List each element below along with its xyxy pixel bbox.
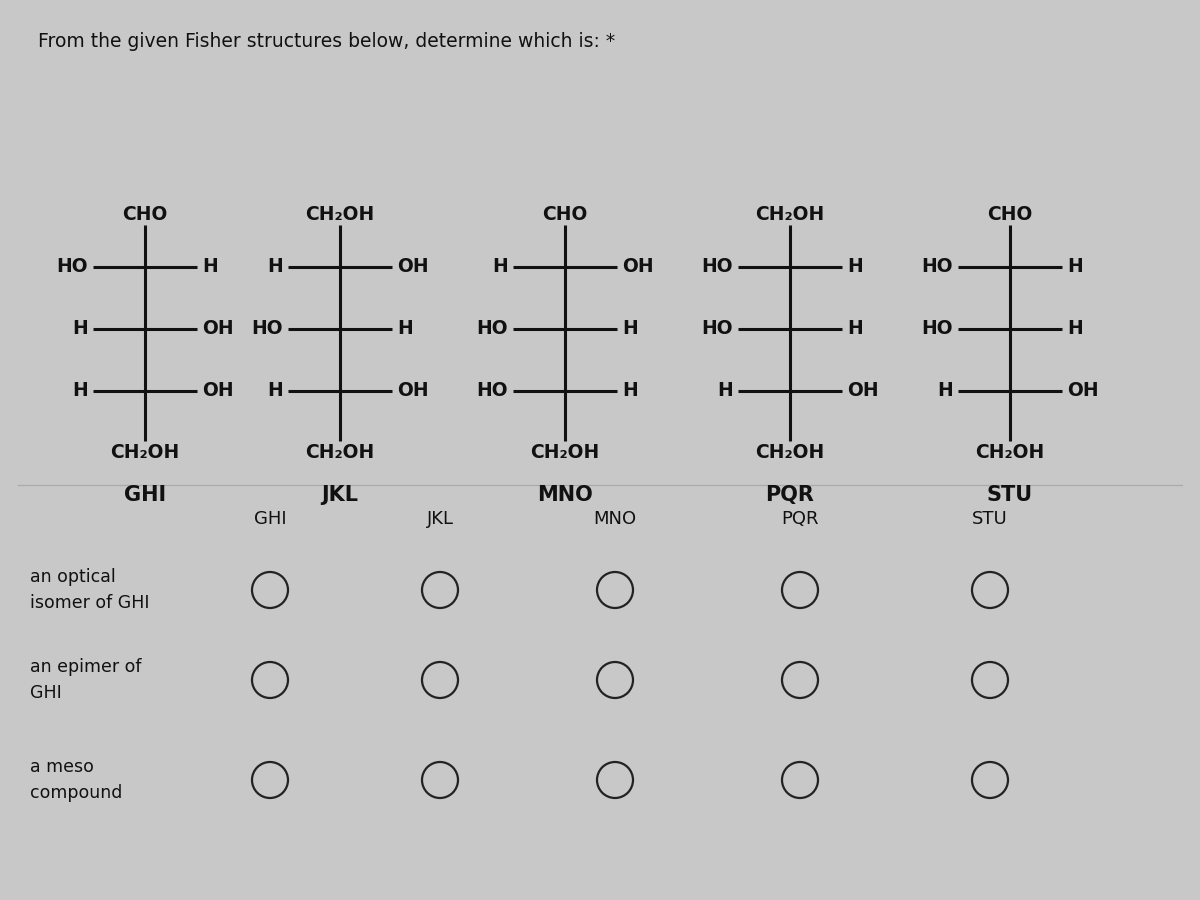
Text: CH₂OH: CH₂OH: [305, 205, 374, 224]
Text: From the given Fisher structures below, determine which is: *: From the given Fisher structures below, …: [38, 32, 616, 51]
Text: an epimer of
GHI: an epimer of GHI: [30, 659, 142, 701]
Text: H: H: [718, 382, 733, 400]
Text: OH: OH: [397, 382, 428, 400]
Text: HO: HO: [56, 257, 88, 276]
Text: H: H: [1067, 320, 1082, 338]
Text: HO: HO: [922, 320, 953, 338]
Text: OH: OH: [202, 320, 234, 338]
Text: PQR: PQR: [781, 510, 818, 528]
Text: H: H: [847, 320, 863, 338]
Text: MNO: MNO: [594, 510, 636, 528]
Text: H: H: [268, 382, 283, 400]
Text: CH₂OH: CH₂OH: [755, 205, 824, 224]
Text: HO: HO: [701, 257, 733, 276]
Text: CH₂OH: CH₂OH: [976, 443, 1045, 462]
Text: H: H: [72, 382, 88, 400]
Text: STU: STU: [986, 485, 1033, 505]
Text: GHI: GHI: [253, 510, 287, 528]
Text: H: H: [268, 257, 283, 276]
Text: OH: OH: [1067, 382, 1099, 400]
Text: an optical
isomer of GHI: an optical isomer of GHI: [30, 569, 150, 611]
Text: CHO: CHO: [122, 205, 168, 224]
Text: HO: HO: [701, 320, 733, 338]
Text: H: H: [492, 257, 508, 276]
Text: H: H: [397, 320, 413, 338]
Text: H: H: [937, 382, 953, 400]
Text: OH: OH: [847, 382, 878, 400]
Text: CH₂OH: CH₂OH: [530, 443, 600, 462]
Text: CH₂OH: CH₂OH: [305, 443, 374, 462]
Text: H: H: [202, 257, 217, 276]
Text: H: H: [622, 320, 637, 338]
Text: HO: HO: [476, 320, 508, 338]
Text: CH₂OH: CH₂OH: [755, 443, 824, 462]
Text: MNO: MNO: [538, 485, 593, 505]
Text: CHO: CHO: [988, 205, 1033, 224]
Text: STU: STU: [972, 510, 1008, 528]
Text: CHO: CHO: [542, 205, 588, 224]
Text: CH₂OH: CH₂OH: [110, 443, 180, 462]
Text: H: H: [622, 382, 637, 400]
Text: HO: HO: [476, 382, 508, 400]
Text: OH: OH: [397, 257, 428, 276]
Text: a meso
compound: a meso compound: [30, 759, 122, 802]
Text: OH: OH: [202, 382, 234, 400]
Text: H: H: [72, 320, 88, 338]
Text: JKL: JKL: [322, 485, 359, 505]
Text: HO: HO: [251, 320, 283, 338]
Text: GHI: GHI: [124, 485, 166, 505]
Text: PQR: PQR: [766, 485, 815, 505]
Text: OH: OH: [622, 257, 654, 276]
Text: HO: HO: [922, 257, 953, 276]
Text: H: H: [1067, 257, 1082, 276]
Text: JKL: JKL: [426, 510, 454, 528]
Text: H: H: [847, 257, 863, 276]
